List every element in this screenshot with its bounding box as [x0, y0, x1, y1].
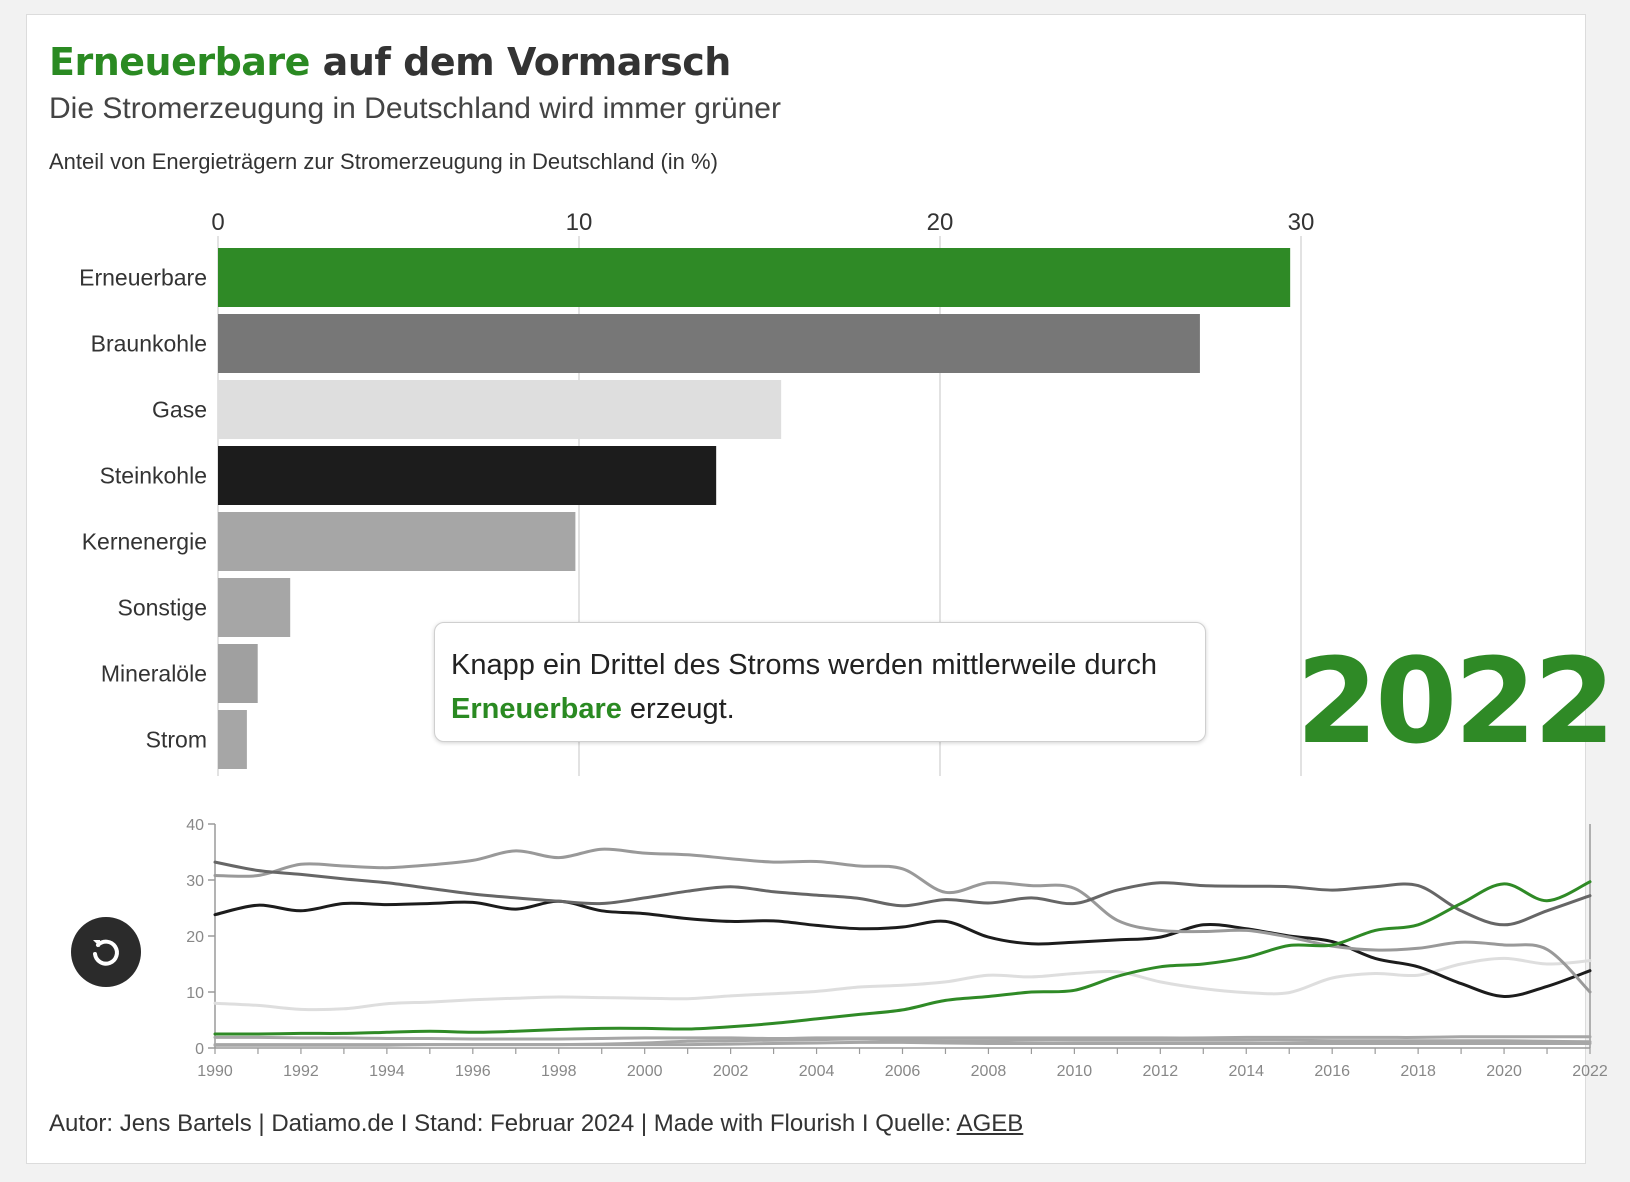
line-x-tick-label-3: 1996 [455, 1063, 491, 1080]
callout-text-before: Knapp ein Drittel des Stroms werden mitt… [451, 649, 1157, 681]
line-x-tick-label-4: 1998 [541, 1063, 577, 1080]
bar-category-label-5: Sonstige [117, 595, 207, 621]
line-x-tick-label-10: 2010 [1057, 1063, 1093, 1080]
bar-category-label-1: Braunkohle [91, 331, 207, 357]
line-x-tick-label-7: 2004 [799, 1063, 835, 1080]
line-y-tick-label-1: 10 [186, 985, 204, 1002]
line-series-group [213, 847, 1592, 1047]
bar-marks [218, 248, 1291, 769]
line-x-tick-label-15: 2020 [1486, 1063, 1522, 1080]
bar-4[interactable] [218, 512, 576, 571]
bar-2[interactable] [218, 380, 782, 439]
line-x-tick-label-13: 2016 [1314, 1063, 1350, 1080]
line-chart-axes: 0 10 20 30 40 1990 1992 1994 1996 1998 2000 2002 200… [186, 817, 1608, 1080]
chart-title: Erneuerbare auf dem Vormarsch [49, 40, 731, 84]
bar-0[interactable] [218, 248, 1291, 307]
bar-axis-ticks: 0 10 20 30 [211, 209, 1314, 236]
line-series-4[interactable] [213, 956, 1592, 1012]
line-y-tick-label-3: 30 [186, 873, 204, 890]
bar-category-label-2: Gase [152, 397, 207, 423]
source-link[interactable]: AGEB [956, 1110, 1024, 1137]
callout-highlight: Erneuerbare [451, 693, 622, 725]
line-x-tick-label-16: 2022 [1572, 1063, 1608, 1080]
line-x-tick-label-9: 2008 [971, 1063, 1007, 1080]
title-rest: auf dem Vormarsch [309, 40, 732, 84]
line-series-2[interactable] [213, 847, 1592, 994]
line-x-tick-label-2: 1994 [369, 1063, 405, 1080]
line-series-6[interactable] [213, 1037, 1592, 1047]
replay-button[interactable] [71, 917, 141, 987]
title-highlight: Erneuerbare [49, 40, 310, 84]
bar-3[interactable] [218, 446, 717, 505]
unit-label: Anteil von Energieträgern zur Stromerzeu… [49, 149, 718, 174]
bar-6[interactable] [218, 644, 258, 703]
line-series-5[interactable] [213, 1035, 1592, 1041]
line-x-tick-label-8: 2006 [885, 1063, 921, 1080]
footer-text: Autor: Jens Bartels | Datiamo.de I Stand… [49, 1110, 957, 1137]
bar-category-labels: Erneuerbare Braunkohle Gase Steinkohle Kerne… [79, 265, 207, 753]
bar-5[interactable] [218, 578, 291, 637]
line-x-tick-label-6: 2002 [713, 1063, 749, 1080]
line-series-1[interactable] [213, 860, 1592, 927]
bar-tick-label-1: 10 [566, 209, 593, 236]
bar-category-label-6: Mineralöle [101, 661, 207, 687]
year-label: 2022 [1296, 632, 1615, 770]
bar-category-label-0: Erneuerbare [79, 265, 207, 291]
line-x-tick-label-14: 2018 [1400, 1063, 1436, 1080]
line-series-3[interactable] [213, 899, 1592, 999]
line-x-tick-label-11: 2012 [1143, 1063, 1179, 1080]
bar-category-label-4: Kernenergie [82, 529, 207, 555]
chart-subtitle: Die Stromerzeugung in Deutschland wird i… [49, 92, 781, 125]
line-y-tick-label-0: 0 [195, 1041, 204, 1058]
line-x-tick-label-0: 1990 [197, 1063, 233, 1080]
bar-category-label-7: Strom [146, 727, 207, 753]
line-y-tick-label-2: 20 [186, 929, 204, 946]
bar-tick-label-3: 30 [1288, 209, 1315, 236]
bar-category-label-3: Steinkohle [100, 463, 207, 489]
bar-tick-label-2: 20 [927, 209, 954, 236]
line-y-tick-label-4: 40 [186, 817, 204, 834]
bar-7[interactable] [218, 710, 247, 769]
line-series-0[interactable] [213, 880, 1592, 1036]
line-x-tick-label-5: 2000 [627, 1063, 663, 1080]
footer-credits: Autor: Jens Bartels | Datiamo.de I Stand… [49, 1110, 1023, 1138]
replay-icon [93, 939, 119, 966]
bar-1[interactable] [218, 314, 1200, 373]
line-x-tick-label-12: 2014 [1228, 1063, 1264, 1080]
callout-text-after: erzeugt. [621, 693, 735, 725]
bar-tick-label-0: 0 [211, 209, 224, 236]
line-x-tick-label-1: 1992 [283, 1063, 319, 1080]
callout-box: Knapp ein Drittel des Stroms werden mitt… [434, 622, 1206, 742]
